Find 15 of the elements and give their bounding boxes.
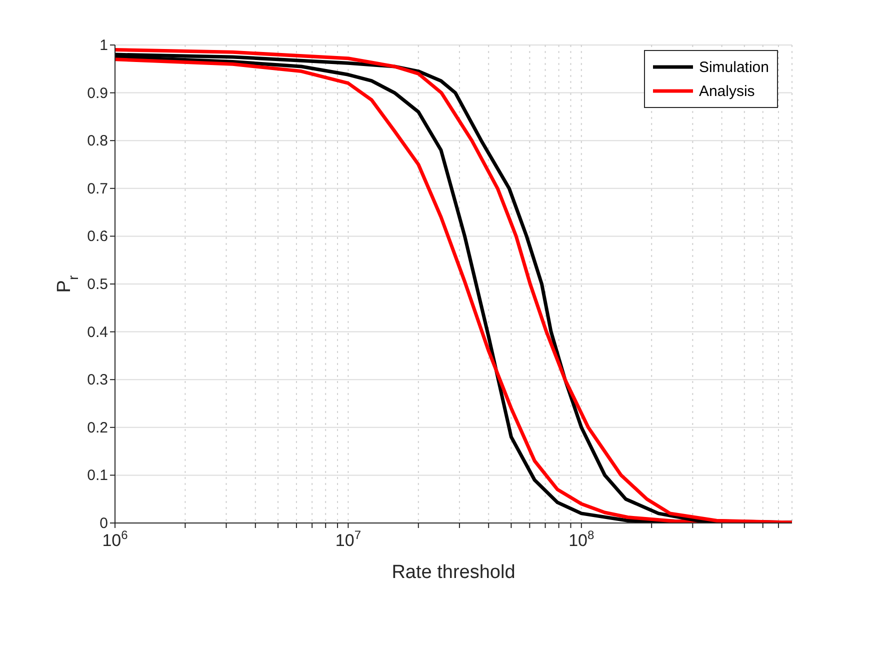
legend-label: Analysis <box>698 82 755 100</box>
legend-label: Simulation <box>698 58 769 76</box>
y-tick-label: 0.5 <box>87 276 108 293</box>
x-tick-label: 10$^{8}$ <box>568 528 595 550</box>
y-tick-label: 0.3 <box>87 372 108 389</box>
y-tick-label: 0.8 <box>87 132 108 150</box>
x-tick-label: 10$^{7}$ <box>335 528 362 550</box>
y-tick-label: 0.9 <box>87 84 108 102</box>
y-tick-label: 0.7 <box>87 180 108 198</box>
y-tick-label: 0.1 <box>87 467 108 484</box>
x-axis-title: Rate threshold <box>392 562 516 583</box>
y-tick-label: 0.4 <box>87 324 108 341</box>
y-tick-label: 0.2 <box>87 419 108 436</box>
y-tick-label: 0.6 <box>87 228 108 246</box>
y-tick-label: 1 <box>100 37 108 54</box>
